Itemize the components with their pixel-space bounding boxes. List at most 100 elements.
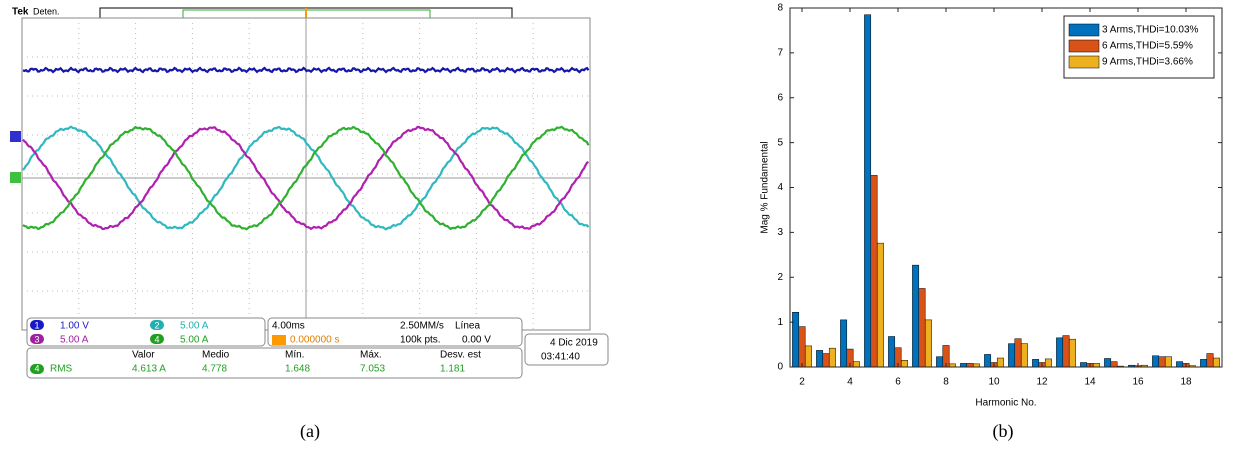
- bar: [877, 243, 883, 367]
- brand: Tek: [12, 7, 29, 18]
- bar: [1213, 358, 1219, 367]
- x-tick-label: 6: [895, 377, 901, 388]
- record-length: 100k pts.: [400, 335, 441, 346]
- legend-label: 9 Arms,THDi=3.66%: [1102, 57, 1193, 68]
- date: 4 Dic 2019: [550, 338, 598, 349]
- bar: [888, 336, 894, 367]
- y-tick-label: 4: [777, 182, 783, 193]
- oscilloscope: Tek Deten. 1 1.00 V 2 5.00 A 3 5.00 A 4 …: [10, 6, 608, 378]
- bar: [1104, 358, 1110, 367]
- measure-header: Máx.: [360, 350, 382, 361]
- bar: [901, 360, 907, 367]
- y-tick-label: 1: [777, 317, 783, 328]
- measure-header: Medio: [202, 350, 230, 361]
- trigger-type: Línea: [455, 321, 480, 332]
- measure-value: 1.181: [440, 364, 465, 375]
- x-tick-label: 14: [1084, 377, 1096, 388]
- y-tick-label: 6: [777, 92, 783, 103]
- bar: [1200, 359, 1206, 367]
- y-tick-label: 3: [777, 227, 783, 238]
- legend-label: 3 Arms,THDi=10.03%: [1102, 25, 1199, 36]
- measure-header: Mín.: [285, 350, 304, 361]
- bar: [936, 357, 942, 367]
- ch4-marker: [10, 172, 21, 183]
- measure-value: 1.648: [285, 364, 310, 375]
- bar: [1111, 362, 1117, 367]
- bar: [829, 348, 835, 367]
- legend-swatch: [1069, 24, 1099, 36]
- measure-value: 4.778: [202, 364, 227, 375]
- bar: [840, 320, 846, 367]
- y-tick-label: 2: [777, 272, 783, 283]
- bar: [1063, 336, 1069, 367]
- legend-label: 6 Arms,THDi=5.59%: [1102, 41, 1193, 52]
- bar: [816, 350, 822, 367]
- bar: [853, 362, 859, 367]
- measure-value: 7.053: [360, 364, 385, 375]
- status: Deten.: [33, 6, 60, 16]
- measure-header: Desv. est: [440, 350, 481, 361]
- bar: [1080, 363, 1086, 367]
- bar: [984, 354, 990, 367]
- bar: [925, 320, 931, 367]
- y-tick-label: 0: [777, 362, 783, 373]
- y-axis-label: Mag % Fundamental: [760, 141, 771, 233]
- measure-header: Valor: [132, 350, 155, 361]
- bar: [1032, 359, 1038, 367]
- ch-scale: 1.00 V: [60, 321, 89, 332]
- ch-scale: 5.00 A: [60, 335, 89, 346]
- bar: [1159, 357, 1165, 367]
- ch-scale: 5.00 A: [180, 335, 209, 346]
- ch1-marker: [10, 131, 21, 142]
- bar: [997, 358, 1003, 367]
- x-tick-label: 18: [1180, 377, 1192, 388]
- bar: [1152, 356, 1158, 367]
- x-tick-label: 8: [943, 377, 949, 388]
- trigger-icon: [272, 335, 286, 345]
- x-tick-label: 10: [988, 377, 1000, 388]
- ch-number: 1: [34, 320, 39, 330]
- sample-rate: 2.50MM/s: [400, 321, 444, 332]
- time: 03:41:40: [541, 352, 580, 363]
- figure: Tek Deten. 1 1.00 V 2 5.00 A 3 5.00 A 4 …: [0, 0, 1248, 450]
- bar: [823, 354, 829, 367]
- bar: [960, 363, 966, 367]
- bar: [792, 312, 798, 367]
- bar: [1021, 344, 1027, 367]
- bar: [912, 265, 918, 367]
- y-tick-label: 8: [777, 3, 783, 14]
- bar: [799, 327, 805, 367]
- legend-swatch: [1069, 56, 1099, 68]
- bar: [1093, 363, 1099, 367]
- bar: [871, 175, 877, 367]
- caption: (b): [993, 421, 1014, 442]
- bar: [1165, 357, 1171, 367]
- bar: [967, 363, 973, 367]
- bar: [1176, 362, 1182, 367]
- ch-scale: 5.00 A: [180, 321, 209, 332]
- x-tick-label: 4: [847, 377, 853, 388]
- x-tick-label: 12: [1036, 377, 1048, 388]
- ch-number: 2: [154, 320, 159, 330]
- bar: [1207, 354, 1213, 367]
- bar: [919, 288, 925, 367]
- ch-number: 4: [34, 363, 39, 373]
- caption: (a): [300, 421, 320, 442]
- ch-number: 4: [154, 334, 159, 344]
- y-tick-label: 7: [777, 48, 783, 59]
- bar: [805, 346, 811, 367]
- bar: [1045, 359, 1051, 367]
- bar: [1008, 344, 1014, 367]
- x-tick-label: 16: [1132, 377, 1144, 388]
- legend-swatch: [1069, 40, 1099, 52]
- trigger-level: 0.00 V: [462, 335, 491, 346]
- bar: [1015, 339, 1021, 367]
- x-axis-label: Harmonic No.: [975, 398, 1036, 409]
- x-tick-label: 2: [799, 377, 805, 388]
- measure-name: RMS: [50, 364, 73, 375]
- trigger-position: 0.000000 s: [290, 335, 340, 346]
- measure-value: 4.613 A: [132, 364, 166, 375]
- bar: [864, 15, 870, 367]
- ch-number: 3: [34, 334, 39, 344]
